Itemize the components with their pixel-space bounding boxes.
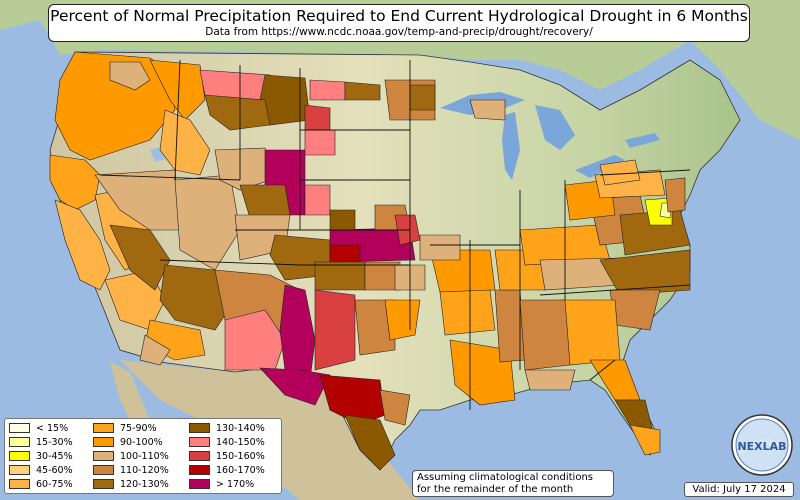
legend-item: 130-140% — [189, 422, 265, 435]
map-title: Percent of Normal Precipitation Required… — [50, 7, 748, 25]
legend-label: 45-60% — [36, 465, 73, 476]
legend-item: 30-45% — [9, 450, 73, 463]
region-ca-north — [49, 154, 101, 211]
legend-label: 110-120% — [120, 465, 169, 476]
lake-michigan — [502, 112, 520, 180]
legend-swatch — [9, 422, 30, 433]
legend-label: 60-75% — [36, 479, 73, 490]
region-tx-east-central — [354, 299, 396, 356]
legend-label: 150-160% — [216, 451, 265, 462]
legend-item: 140-150% — [189, 436, 265, 449]
legend-swatch — [93, 450, 114, 461]
valid-date-label: Valid: July 17 2024 — [684, 482, 794, 497]
region-fl-south — [629, 424, 661, 456]
legend-swatch — [189, 450, 210, 461]
legend-item: 90-100% — [93, 436, 163, 449]
region-tx-west — [259, 367, 331, 406]
region-ks-north — [329, 209, 356, 231]
legend-swatch — [9, 450, 30, 461]
legend-item: 15-30% — [9, 436, 73, 449]
region-al-south — [524, 369, 576, 391]
legend-swatch — [93, 436, 114, 447]
legend-label: < 15% — [36, 423, 69, 434]
region-ks-core — [329, 244, 361, 263]
logo-text: NEXLAB — [737, 440, 786, 453]
legend-label: 160-170% — [216, 465, 265, 476]
region-mi-up — [469, 99, 506, 121]
region-mt-east — [259, 74, 311, 126]
legend-swatch — [9, 478, 30, 489]
lake-huron — [535, 105, 575, 150]
region-az-sw — [139, 334, 171, 366]
legend-swatch — [189, 422, 210, 433]
region-ok-west — [314, 261, 366, 291]
region-ne-west — [304, 184, 331, 216]
legend-swatch — [189, 478, 210, 489]
region-sd-west — [304, 104, 331, 131]
region-tx-coast — [379, 389, 411, 426]
region-tx-panhandle — [314, 289, 356, 371]
legend-label: 120-130% — [120, 479, 169, 490]
legend-label: 100-110% — [120, 451, 169, 462]
legend-label: 90-100% — [120, 437, 163, 448]
legend-swatch — [93, 478, 114, 489]
legend-item: 160-170% — [189, 464, 265, 477]
legend-label: 130-140% — [216, 423, 265, 434]
legend-swatch — [93, 422, 114, 433]
legend-swatch — [189, 464, 210, 475]
region-ar — [439, 289, 496, 336]
state-boundaries — [99, 59, 691, 410]
region-nj — [664, 177, 686, 213]
legend-label: 140-150% — [216, 437, 265, 448]
region-tx-east — [384, 299, 421, 341]
legend-item: > 170% — [189, 478, 254, 491]
region-nv-south — [109, 224, 171, 291]
region-wa-central — [109, 61, 151, 91]
region-mn-east — [409, 84, 436, 111]
legend-item: 150-160% — [189, 450, 265, 463]
legend-swatch — [93, 464, 114, 475]
legend-item: 60-75% — [9, 478, 73, 491]
legend-item: 120-130% — [93, 478, 169, 491]
legend-swatch — [9, 464, 30, 475]
lake-ontario — [625, 133, 660, 148]
region-nd-east — [344, 81, 381, 101]
region-nm-south — [224, 309, 286, 371]
region-sd-south — [304, 129, 336, 156]
note-line-1: Assuming climatological conditions — [417, 472, 593, 483]
nexlab-logo: NEXLAB — [731, 414, 793, 476]
legend-item: < 15% — [9, 422, 68, 435]
legend-label: 75-90% — [120, 423, 157, 434]
region-ia — [419, 234, 461, 261]
region-id — [159, 109, 211, 176]
legend: < 15% 15-30% 30-45% 45-60% 60-75% 75-90% 90-10… — [4, 418, 282, 494]
climatology-note: Assuming climatological conditions for t… — [412, 470, 614, 497]
legend-label: 15-30% — [36, 437, 73, 448]
region-tx-south — [344, 414, 396, 471]
title-box: Percent of Normal Precipitation Required… — [48, 4, 750, 42]
region-nc — [599, 249, 691, 296]
note-line-2: for the remainder of the month — [417, 484, 574, 495]
region-al — [519, 299, 571, 371]
region-ny — [599, 159, 641, 186]
legend-swatch — [189, 436, 210, 447]
drought-regions — [49, 51, 691, 471]
legend-item: 100-110% — [93, 450, 169, 463]
region-mt-central — [204, 94, 271, 131]
region-nd-west — [309, 79, 346, 101]
lake-erie — [575, 155, 625, 178]
map-subtitle: Data from https://www.ncdc.noaa.gov/temp… — [205, 26, 593, 38]
region-nv — [94, 169, 181, 231]
legend-item: 75-90% — [93, 422, 157, 435]
legend-item: 110-120% — [93, 464, 169, 477]
legend-item: 45-60% — [9, 464, 73, 477]
legend-swatch — [9, 436, 30, 447]
legend-label: 30-45% — [36, 451, 73, 462]
legend-label: > 170% — [216, 479, 255, 490]
